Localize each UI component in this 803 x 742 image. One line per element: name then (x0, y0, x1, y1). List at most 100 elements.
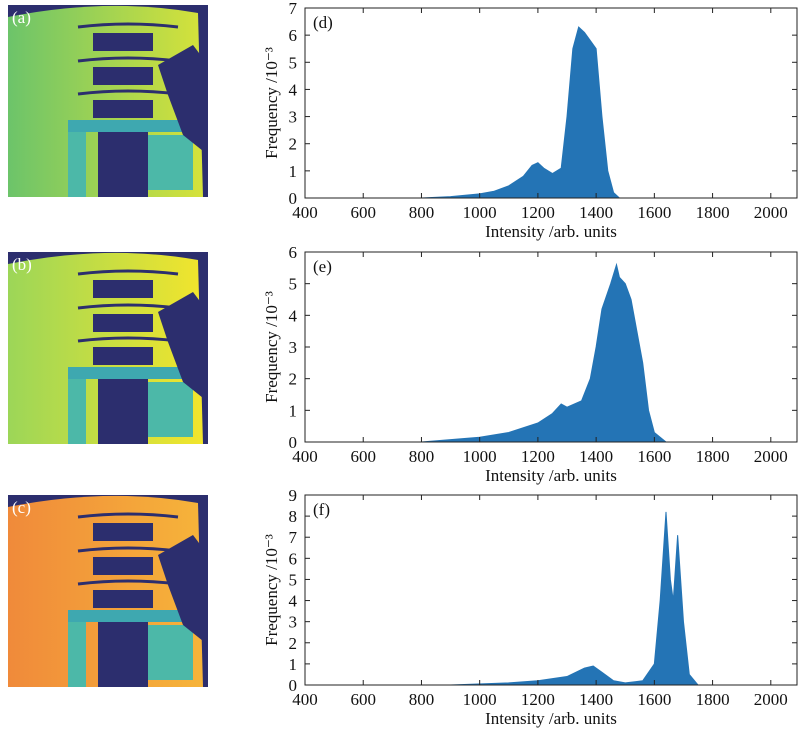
pillar (68, 379, 86, 444)
floor-line (77, 512, 179, 519)
panel-label: (e) (313, 257, 332, 276)
lower-wing (148, 382, 193, 437)
floor-line (77, 22, 179, 29)
y-tick-label: 6 (289, 549, 298, 568)
x-tick-label: 800 (409, 203, 435, 222)
y-tick-label: 7 (289, 0, 298, 18)
entrance (68, 120, 188, 132)
y-tick-label: 2 (289, 634, 298, 653)
histogram-area (421, 26, 621, 199)
x-tick-label: 2000 (754, 203, 788, 222)
lower-wing (148, 135, 193, 190)
x-tick-label: 1400 (579, 447, 613, 466)
x-tick-label: 400 (292, 203, 318, 222)
y-tick-label: 1 (289, 655, 298, 674)
y-tick-label: 1 (289, 162, 298, 181)
y-tick-label: 0 (289, 189, 298, 208)
x-tick-label: 1200 (521, 690, 555, 709)
y-axis-label: Frequency /10⁻³ (262, 291, 281, 403)
x-tick-label: 800 (409, 447, 435, 466)
window-row (93, 33, 153, 51)
x-tick-label: 1200 (521, 203, 555, 222)
x-tick-label: 1600 (637, 447, 671, 466)
window-row (93, 590, 153, 608)
histogram-area (421, 262, 668, 443)
y-tick-label: 5 (289, 53, 298, 72)
y-tick-label: 4 (289, 80, 298, 99)
y-tick-label: 0 (289, 433, 298, 452)
x-tick-label: 1600 (637, 203, 671, 222)
doorway (98, 379, 148, 444)
y-tick-label: 2 (289, 135, 298, 154)
window-row (93, 280, 153, 298)
tree (158, 292, 208, 402)
y-tick-label: 3 (289, 338, 298, 357)
tree (158, 535, 208, 645)
plot-frame (304, 251, 798, 443)
floor-line (77, 269, 179, 276)
panel-label: (d) (313, 13, 333, 32)
x-tick-label: 1000 (463, 690, 497, 709)
window-row (93, 67, 153, 85)
pillar (68, 132, 86, 197)
image-panel: (c) (8, 495, 208, 687)
y-axis-label: Frequency /10⁻³ (262, 47, 281, 159)
image-label: (a) (12, 8, 31, 27)
x-axis-label: Intensity /arb. units (485, 466, 617, 485)
y-tick-label: 0 (289, 676, 298, 695)
y-tick-label: 3 (289, 613, 298, 632)
x-tick-label: 2000 (754, 690, 788, 709)
plot-frame (304, 494, 798, 686)
lower-wing (148, 625, 193, 680)
x-tick-label: 600 (350, 447, 376, 466)
y-tick-label: 6 (289, 26, 298, 45)
x-tick-label: 1000 (463, 447, 497, 466)
y-tick-label: 9 (289, 486, 298, 505)
x-axis-label: Intensity /arb. units (485, 222, 617, 241)
doorway (98, 132, 148, 197)
x-tick-label: 2000 (754, 447, 788, 466)
plot-frame (304, 7, 798, 199)
window-row (93, 347, 153, 365)
window-row (93, 557, 153, 575)
x-tick-label: 1800 (696, 690, 730, 709)
x-tick-label: 1400 (579, 203, 613, 222)
window-row (93, 100, 153, 118)
x-axis-label: Intensity /arb. units (485, 709, 617, 728)
image-label: (b) (12, 255, 32, 274)
doorway (98, 622, 148, 687)
x-tick-label: 1400 (579, 690, 613, 709)
x-tick-label: 400 (292, 447, 318, 466)
x-tick-label: 1800 (696, 203, 730, 222)
y-tick-label: 6 (289, 243, 298, 262)
y-tick-label: 2 (289, 370, 298, 389)
histogram-area (450, 511, 700, 686)
x-tick-label: 1800 (696, 447, 730, 466)
x-tick-label: 1000 (463, 203, 497, 222)
x-tick-label: 1600 (637, 690, 671, 709)
x-tick-label: 400 (292, 690, 318, 709)
y-tick-label: 4 (289, 306, 298, 325)
window-row (93, 523, 153, 541)
y-tick-label: 7 (289, 528, 298, 547)
panel-label: (f) (313, 500, 330, 519)
y-tick-label: 4 (289, 592, 298, 611)
x-tick-label: 600 (350, 690, 376, 709)
window-row (93, 314, 153, 332)
y-tick-label: 3 (289, 108, 298, 127)
image-panel: (a) (8, 5, 208, 198)
y-tick-label: 1 (289, 401, 298, 420)
y-tick-label: 5 (289, 275, 298, 294)
tree (158, 45, 208, 155)
x-tick-label: 800 (409, 690, 435, 709)
pillar (68, 622, 86, 687)
image-panel: (b) (8, 252, 208, 444)
image-label: (c) (12, 498, 31, 517)
x-tick-label: 1200 (521, 447, 555, 466)
y-axis-label: Frequency /10⁻³ (262, 534, 281, 646)
y-tick-label: 8 (289, 507, 298, 526)
entrance (68, 367, 188, 379)
y-tick-label: 5 (289, 570, 298, 589)
entrance (68, 610, 188, 622)
